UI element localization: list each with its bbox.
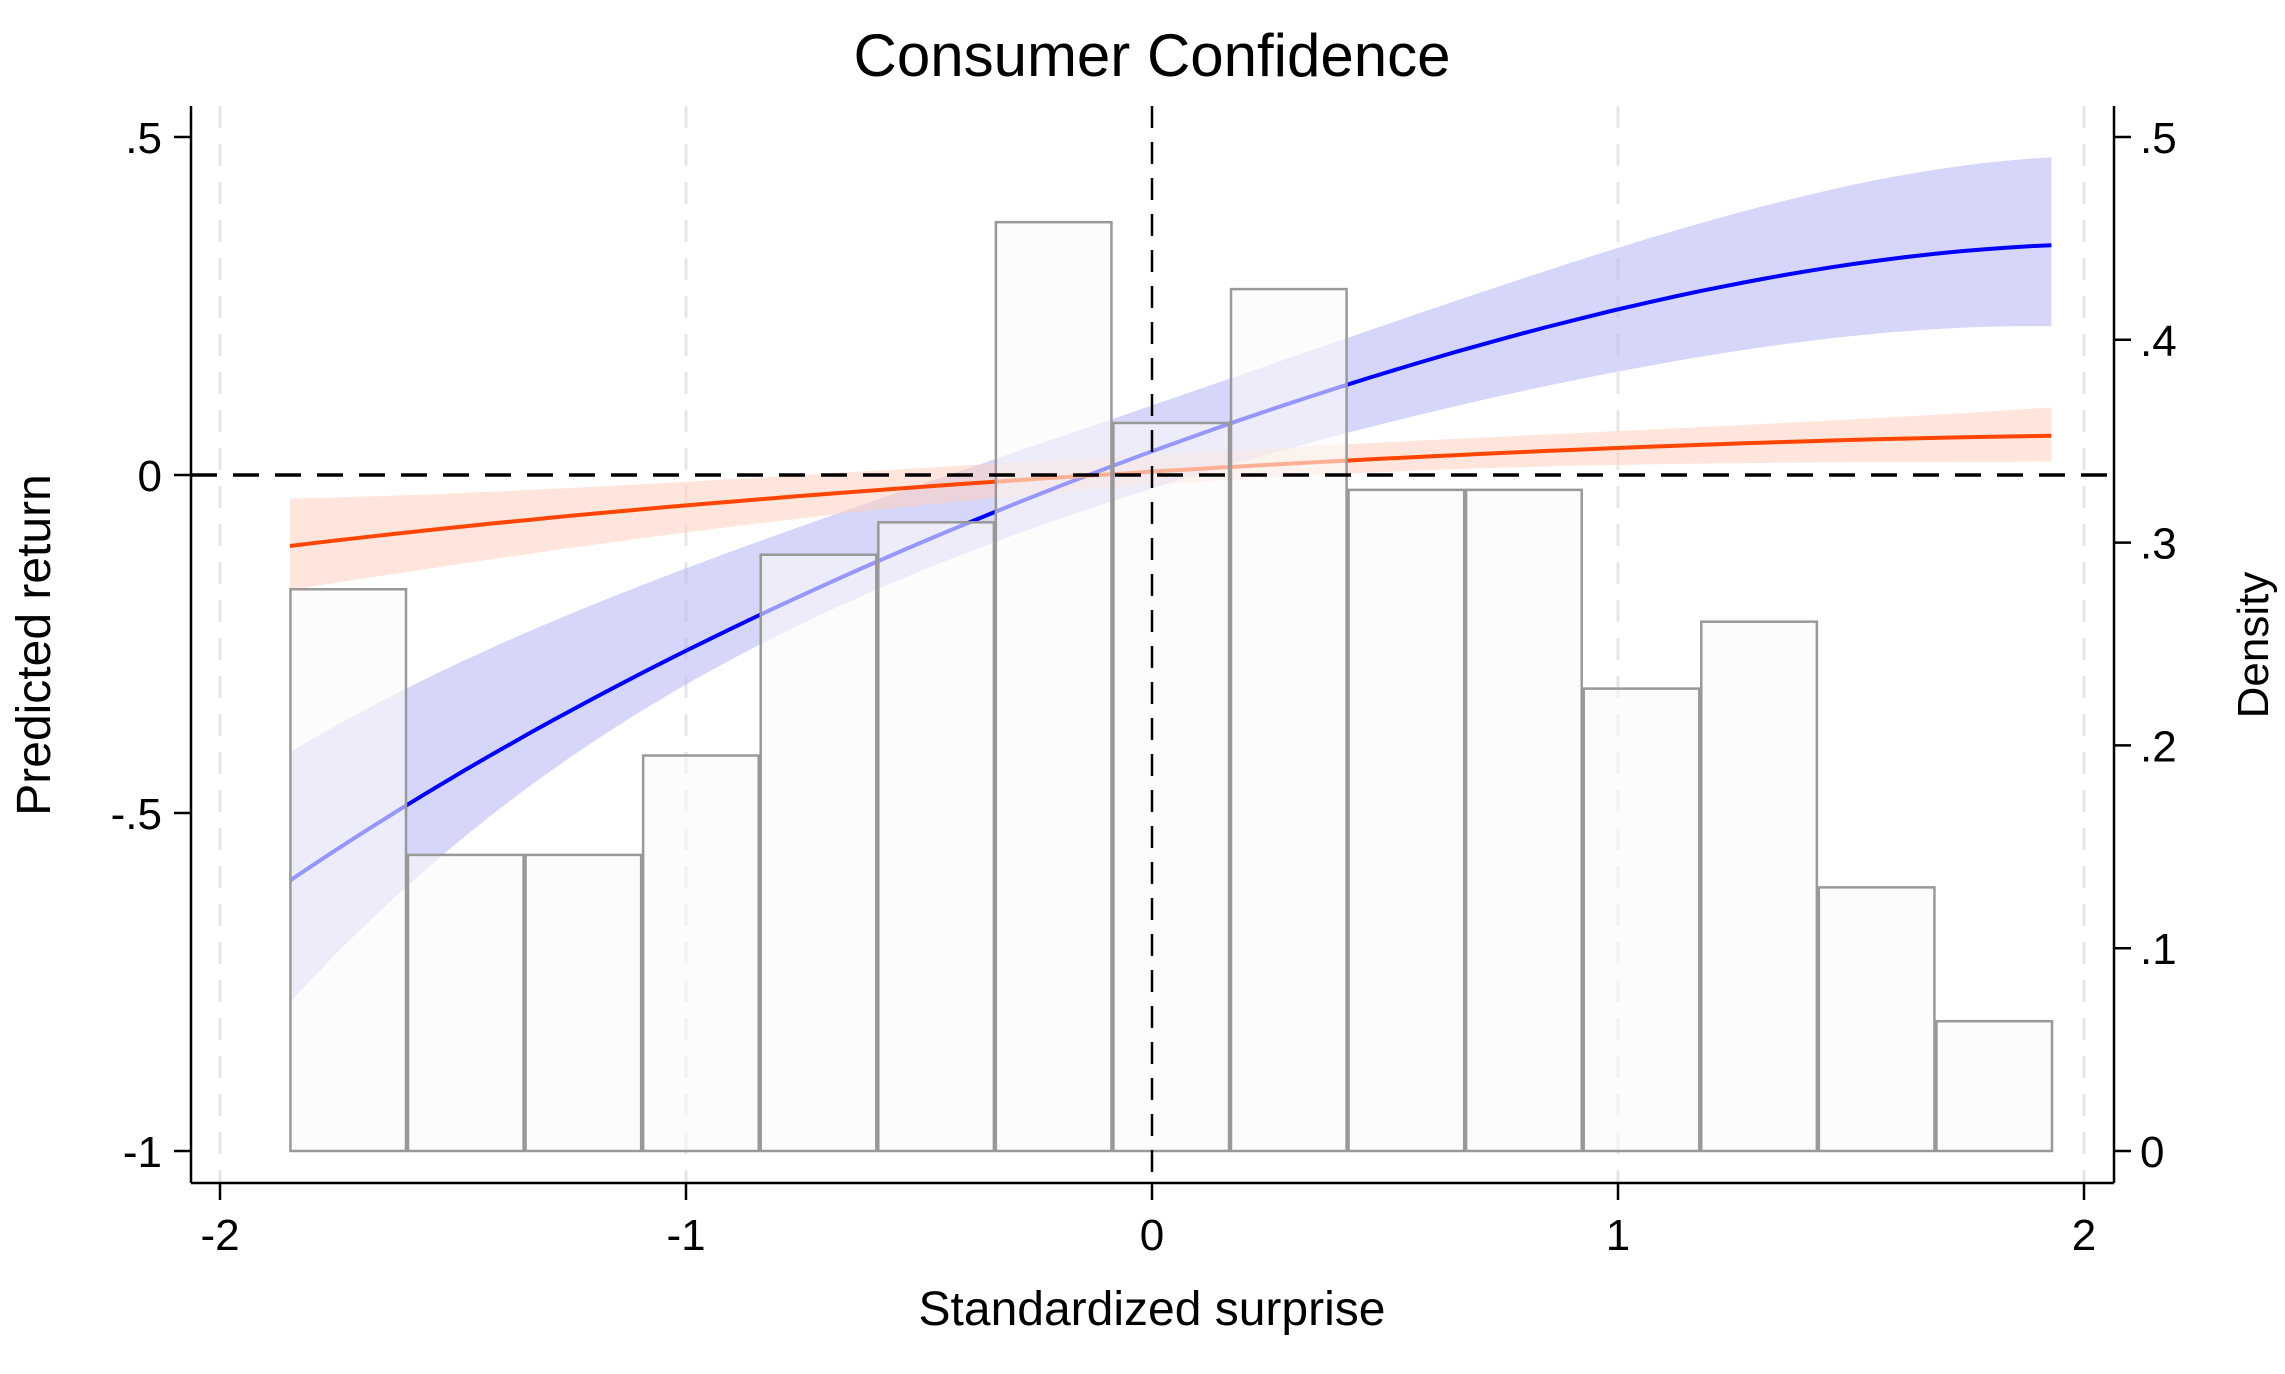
histogram-bar bbox=[759, 553, 878, 1153]
x-axis-label: Standardized surprise bbox=[919, 1283, 1386, 1336]
y2-axis-label: Density bbox=[2229, 572, 2278, 719]
y-tick-label: -1 bbox=[123, 1128, 162, 1177]
histogram-bar bbox=[524, 853, 643, 1153]
histogram-bar bbox=[877, 521, 996, 1153]
histogram-bar bbox=[1347, 488, 1466, 1153]
histogram-bar bbox=[289, 587, 408, 1153]
confidence-bands bbox=[289, 157, 2052, 1003]
y-tick-label: 0 bbox=[138, 452, 162, 501]
histogram-bar bbox=[1112, 421, 1231, 1153]
x-tick-label: 0 bbox=[1140, 1211, 1164, 1260]
chart-title: Consumer Confidence bbox=[854, 22, 1451, 89]
y-axis-label: Predicted return bbox=[8, 474, 61, 816]
y2-tick-label: .4 bbox=[2140, 317, 2177, 366]
histogram-bar bbox=[406, 853, 525, 1153]
blue-ci-band bbox=[289, 157, 2052, 1003]
y2-tick-label: .5 bbox=[2140, 114, 2177, 163]
histogram-bar bbox=[1700, 620, 1819, 1153]
histogram-bar bbox=[1229, 287, 1348, 1153]
histogram-bar bbox=[641, 754, 760, 1153]
orange-ci-band bbox=[289, 407, 2052, 590]
histogram-bar bbox=[1464, 488, 1583, 1153]
histogram-bar bbox=[1817, 886, 1936, 1153]
histogram-bars bbox=[289, 220, 2054, 1153]
axes: -2 -1 0 1 2 .5 0 -.5 -1 .5 .4 .3 .2 .1 0 bbox=[111, 106, 2177, 1260]
histogram-bar bbox=[1935, 1019, 2054, 1153]
x-tick-label: 1 bbox=[1606, 1211, 1630, 1260]
histogram-bar bbox=[994, 220, 1113, 1153]
y-tick-label: -.5 bbox=[111, 790, 162, 839]
reference-lines bbox=[191, 106, 2114, 1183]
y2-tick-label: 0 bbox=[2140, 1128, 2164, 1177]
x-tick-label: -1 bbox=[666, 1211, 705, 1260]
y2-tick-label: .1 bbox=[2140, 925, 2177, 974]
x-tick-label: 2 bbox=[2072, 1211, 2096, 1260]
y2-tick-label: .2 bbox=[2140, 722, 2177, 771]
x-tick-label: -2 bbox=[200, 1211, 239, 1260]
y2-tick-label: .3 bbox=[2140, 520, 2177, 569]
histogram-bar bbox=[1582, 687, 1701, 1153]
y-tick-label: .5 bbox=[125, 114, 162, 163]
